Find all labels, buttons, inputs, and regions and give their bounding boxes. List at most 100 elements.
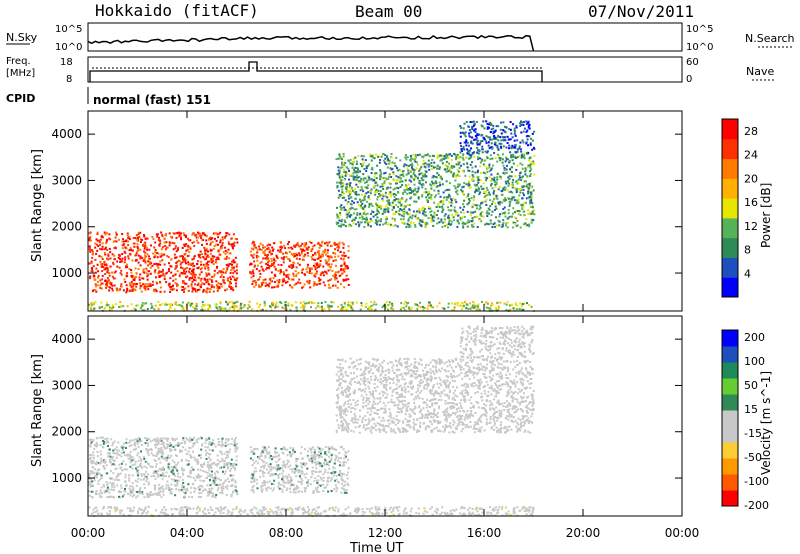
echo-cell	[407, 219, 410, 222]
echo-cell	[153, 475, 156, 478]
echo-cell	[406, 222, 409, 225]
echo-cell	[329, 286, 332, 289]
echo-cell	[484, 200, 487, 203]
echo-cell	[213, 255, 216, 258]
echo-cell	[476, 146, 479, 149]
echo-cell	[468, 152, 471, 155]
echo-cell	[285, 256, 288, 258]
echo-cell	[423, 154, 426, 157]
echo-cell	[514, 134, 517, 137]
echo-cell	[435, 214, 438, 216]
echo-cell	[90, 260, 93, 263]
echo-cell	[378, 204, 380, 207]
echo-cell	[491, 200, 494, 203]
echo-cell	[453, 206, 456, 209]
echo-cell	[221, 492, 224, 495]
echo-cell	[324, 259, 327, 262]
echo-cell	[170, 492, 173, 495]
echo-cell	[422, 156, 425, 159]
echo-cell	[437, 189, 440, 192]
echo-cell	[384, 191, 387, 194]
echo-cell	[353, 178, 356, 181]
echo-cell	[191, 233, 194, 236]
echo-cell	[362, 155, 365, 158]
echo-cell	[425, 154, 428, 157]
echo-cell	[192, 232, 195, 235]
echo-cell	[315, 307, 317, 310]
echo-cell	[222, 487, 225, 490]
echo-cell	[445, 160, 448, 163]
echo-cell	[456, 189, 459, 192]
echo-cell	[525, 197, 528, 200]
echo-cell	[108, 271, 111, 274]
echo-cell	[344, 480, 347, 483]
echo-cell	[122, 238, 125, 241]
echo-cell	[418, 154, 421, 156]
echo-cell	[252, 472, 255, 475]
echo-cell	[108, 247, 111, 250]
echo-cell	[464, 174, 467, 177]
echo-cell	[128, 249, 131, 252]
echo-cell	[200, 464, 202, 466]
echo-cell	[408, 208, 411, 211]
echo-cell	[179, 489, 182, 492]
echo-cell	[238, 307, 241, 310]
echo-cell	[410, 157, 413, 160]
echo-cell	[317, 250, 320, 253]
echo-cell	[523, 120, 525, 123]
echo-cell	[427, 159, 430, 162]
echo-cell	[419, 168, 422, 171]
echo-cell	[139, 284, 142, 287]
echo-cell	[105, 283, 108, 286]
echo-cell	[501, 223, 504, 226]
echo-cell	[523, 302, 526, 305]
echo-cell	[139, 273, 142, 276]
echo-cell	[365, 192, 368, 195]
echo-cell	[198, 288, 201, 291]
echo-cell	[139, 248, 142, 251]
echo-cell	[156, 437, 159, 440]
echo-cell	[99, 247, 102, 250]
echo-cell	[444, 189, 447, 192]
echo-cell	[442, 203, 445, 206]
echo-cell	[218, 483, 221, 486]
echo-cell	[327, 242, 330, 244]
echo-cell	[476, 133, 479, 136]
echo-cell	[475, 308, 478, 311]
echo-cell	[187, 263, 190, 266]
echo-cell	[139, 487, 142, 490]
echo-cell	[191, 287, 194, 290]
echo-cell	[96, 455, 99, 458]
echo-cell	[414, 153, 417, 156]
echo-cell	[459, 156, 462, 159]
echo-cell	[422, 162, 425, 165]
echo-cell	[387, 158, 389, 160]
echo-cell	[106, 452, 109, 455]
echo-cell	[412, 210, 415, 213]
echo-cell	[159, 242, 162, 245]
echo-cell	[157, 450, 160, 453]
echo-cell	[128, 282, 131, 285]
echo-cell	[103, 231, 106, 234]
echo-cell	[394, 218, 396, 221]
echo-cell	[182, 288, 185, 291]
echo-cell	[102, 461, 105, 464]
echo-cell	[462, 158, 465, 161]
echo-cell	[200, 234, 203, 237]
echo-cell	[467, 202, 470, 204]
echo-cell	[342, 461, 345, 464]
echo-cell	[150, 494, 152, 496]
echo-cell	[367, 196, 370, 199]
echo-cell	[434, 166, 437, 169]
echo-cell	[347, 200, 350, 203]
echo-cell	[168, 303, 171, 306]
echo-cell	[89, 457, 91, 460]
echo-cell	[154, 304, 157, 307]
echo-cell	[122, 289, 125, 292]
echo-cell	[327, 471, 330, 474]
echo-cell	[154, 269, 157, 271]
echo-cell	[455, 190, 458, 193]
echo-cell	[97, 471, 100, 474]
echo-cell	[504, 211, 506, 214]
